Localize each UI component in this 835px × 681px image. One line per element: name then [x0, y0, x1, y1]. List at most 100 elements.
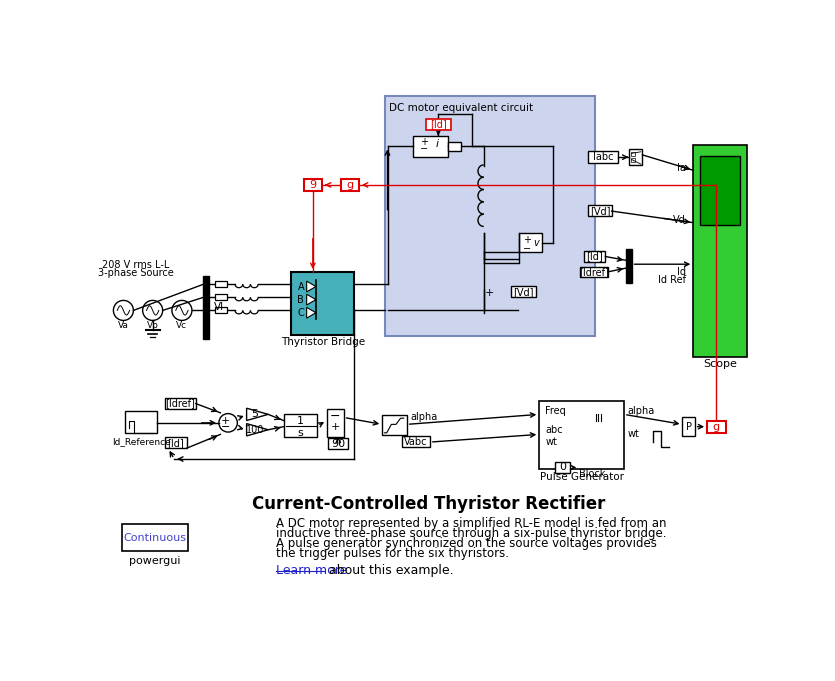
Circle shape — [172, 300, 192, 321]
Text: +: + — [420, 137, 428, 147]
Bar — [629, 150, 642, 165]
Polygon shape — [246, 408, 268, 421]
Text: alpha: alpha — [628, 407, 655, 416]
Text: Vb: Vb — [147, 321, 159, 330]
Text: the trigger pulses for the six thyristors.: the trigger pulses for the six thyristor… — [276, 547, 509, 560]
Bar — [512, 286, 536, 298]
Text: +: + — [523, 234, 531, 244]
Text: Pulse Generator: Pulse Generator — [539, 472, 624, 481]
Text: Freq: Freq — [545, 407, 566, 416]
Bar — [215, 294, 227, 300]
Text: Current-Controlled Thyristor Rectifier: Current-Controlled Thyristor Rectifier — [251, 494, 605, 513]
Text: +: + — [331, 422, 340, 432]
Text: s: s — [297, 428, 303, 438]
Bar — [341, 178, 359, 191]
Text: P: P — [686, 422, 691, 432]
Bar — [122, 524, 188, 552]
Text: A DC motor represented by a simplified RL-E model is fed from an: A DC motor represented by a simplified R… — [276, 517, 666, 530]
Text: wt: wt — [628, 430, 640, 439]
Text: Iabc: Iabc — [593, 152, 614, 162]
Bar — [707, 421, 726, 433]
Polygon shape — [306, 281, 316, 292]
Text: g: g — [713, 422, 720, 432]
Circle shape — [219, 413, 237, 432]
Bar — [215, 307, 227, 313]
Bar — [448, 142, 461, 151]
Bar — [413, 136, 448, 157]
Bar — [326, 409, 344, 437]
Text: VI: VI — [215, 302, 225, 313]
Bar — [700, 156, 740, 225]
Text: A pulse generator synchronized on the source voltages provides: A pulse generator synchronized on the so… — [276, 537, 657, 550]
Bar — [580, 266, 608, 277]
Polygon shape — [306, 294, 316, 305]
Bar — [291, 272, 354, 335]
Bar — [215, 281, 227, 287]
Text: Ia: Ia — [676, 163, 686, 173]
Text: alpha: alpha — [411, 413, 438, 422]
Text: [Id]: [Id] — [167, 438, 185, 448]
Text: about this example.: about this example. — [325, 564, 453, 577]
Text: g: g — [347, 180, 353, 190]
Bar — [589, 151, 618, 163]
Bar — [402, 436, 430, 447]
Text: powergui: powergui — [129, 556, 180, 566]
Text: Id_Reference: Id_Reference — [112, 437, 170, 446]
Text: [Id]: [Id] — [586, 251, 603, 262]
Bar — [693, 145, 747, 357]
Text: [Idref]: [Idref] — [165, 398, 195, 409]
Text: Vabc: Vabc — [404, 437, 428, 447]
Text: 90: 90 — [331, 439, 346, 449]
Bar — [630, 152, 635, 156]
Text: 1: 1 — [297, 415, 304, 426]
Text: 208 V rms L-L: 208 V rms L-L — [102, 260, 170, 270]
Bar — [304, 178, 322, 191]
Text: +: + — [220, 415, 230, 426]
Text: Scope: Scope — [703, 358, 737, 368]
Text: Learn more: Learn more — [276, 564, 347, 577]
Text: Vd: Vd — [673, 215, 686, 225]
Text: [Idref]: [Idref] — [579, 267, 609, 277]
Text: A: A — [297, 281, 304, 291]
Circle shape — [143, 300, 163, 321]
Text: Continuous: Continuous — [124, 533, 186, 543]
Text: B: B — [297, 295, 304, 304]
Text: −: − — [220, 422, 230, 432]
Text: Vc: Vc — [176, 321, 188, 330]
Text: [Id]: [Id] — [430, 119, 447, 129]
Text: Id Ref: Id Ref — [657, 275, 686, 285]
Text: C: C — [297, 308, 304, 318]
Text: abc: abc — [545, 425, 563, 434]
Text: [Vd]: [Vd] — [514, 287, 534, 297]
Text: 0: 0 — [559, 462, 566, 473]
Bar — [584, 251, 605, 262]
Text: 5: 5 — [251, 409, 258, 419]
Bar — [519, 234, 542, 252]
Bar — [426, 118, 451, 130]
Polygon shape — [246, 424, 268, 436]
Text: v: v — [534, 238, 539, 248]
Bar — [385, 95, 595, 336]
Circle shape — [114, 300, 134, 321]
Text: 9: 9 — [309, 180, 316, 190]
Bar — [626, 249, 631, 283]
Text: [Vd]: [Vd] — [590, 206, 610, 216]
Text: −: − — [330, 410, 341, 423]
Bar — [539, 401, 624, 469]
Text: 3-phase Source: 3-phase Source — [98, 268, 174, 278]
Bar — [630, 158, 635, 162]
Polygon shape — [306, 307, 316, 318]
Text: wt: wt — [545, 437, 557, 447]
Bar — [284, 414, 317, 437]
Bar — [589, 205, 611, 217]
Text: Thyristor Bridge: Thyristor Bridge — [281, 337, 365, 347]
Text: DC motor equivalent circuit: DC motor equivalent circuit — [389, 104, 534, 113]
Text: i: i — [436, 139, 439, 149]
Text: Block: Block — [579, 469, 605, 479]
Text: inductive three-phase source through a six-pulse thyristor bridge.: inductive three-phase source through a s… — [276, 527, 666, 540]
Bar — [682, 417, 695, 436]
Text: −: − — [523, 244, 531, 254]
Bar — [125, 411, 157, 433]
Text: −: − — [420, 144, 428, 155]
Bar — [382, 415, 407, 435]
